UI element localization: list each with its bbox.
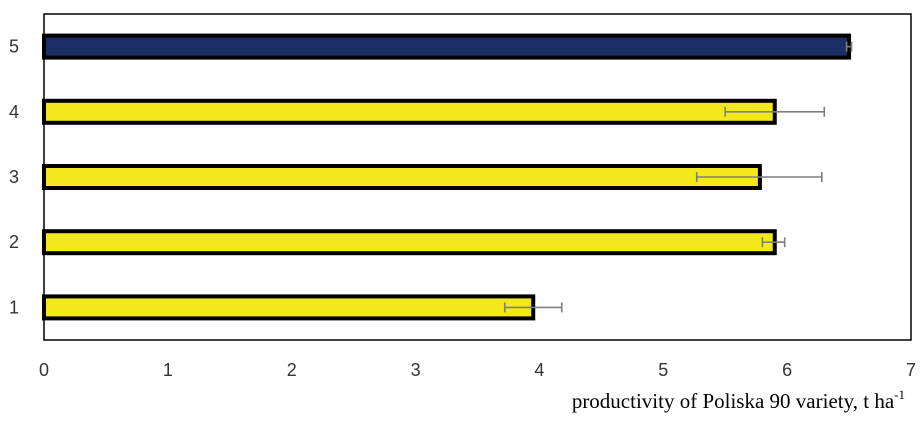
x-axis-label-superscript: -1	[894, 387, 905, 402]
x-axis-label-text: productivity of Poliska 90 variety, t ha	[572, 389, 895, 413]
x-axis-label: productivity of Poliska 90 variety, t ha…	[572, 387, 905, 413]
bar-3	[42, 164, 762, 190]
y-tick-label-5: 5	[9, 37, 19, 57]
bar-1	[42, 294, 536, 321]
bar-2	[42, 229, 777, 256]
bar-4	[42, 98, 777, 125]
x-tick-label-5: 5	[658, 360, 668, 380]
error-bar-4	[724, 106, 826, 117]
error-bar-3	[695, 172, 823, 182]
x-tick-label-0: 0	[39, 360, 49, 380]
x-tick-label-7: 7	[906, 360, 916, 380]
y-tick-labels: 1 2 3 4 5	[9, 37, 19, 318]
error-bar-2	[761, 237, 786, 248]
x-tick-labels: 0 1 2 3 4 5 6 7	[39, 360, 916, 380]
bar-5	[42, 33, 852, 60]
error-bar-1	[503, 302, 563, 313]
x-tick-label-3: 3	[411, 360, 421, 380]
y-tick-label-1: 1	[9, 297, 19, 317]
y-tick-label-2: 2	[9, 232, 19, 252]
error-bar-5	[845, 41, 853, 52]
x-tick-label-1: 1	[163, 360, 173, 380]
x-tick-label-4: 4	[534, 360, 544, 380]
x-tick-label-6: 6	[782, 360, 792, 380]
x-tick-label-2: 2	[287, 360, 297, 380]
error-bar-group	[503, 41, 853, 313]
y-tick-label-3: 3	[9, 167, 19, 187]
y-tick-label-4: 4	[9, 102, 19, 122]
